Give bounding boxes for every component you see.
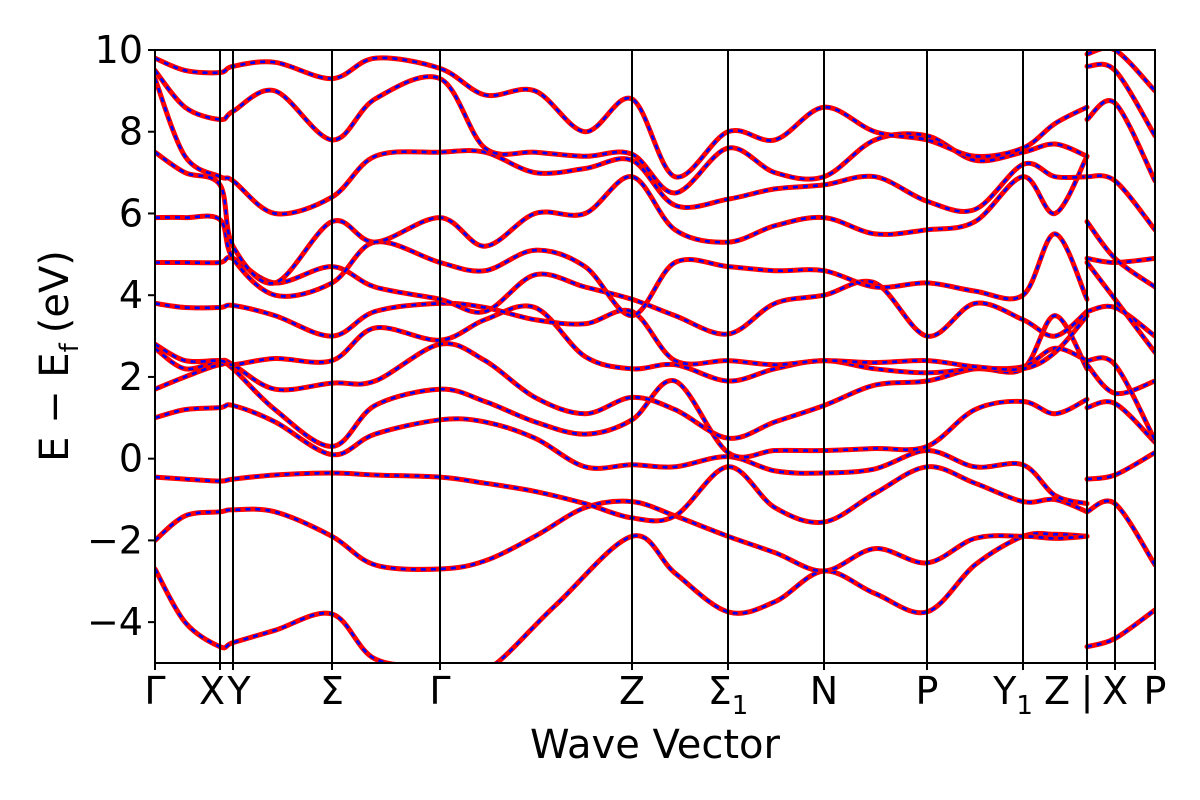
plot-frame [154, 49, 1156, 664]
band-27-line [1084, 50, 1155, 94]
band-6-dashed [155, 304, 1088, 383]
kpoint-label-13: P [1144, 669, 1167, 713]
band-25-dashed [1086, 99, 1155, 182]
y-tick-label: −4 [87, 600, 143, 644]
band-1-line [155, 498, 1090, 574]
y-tick-label: 4 [119, 273, 143, 317]
band-26-line [1084, 61, 1155, 139]
band-11-line [155, 76, 1090, 217]
y-tick-label: 6 [119, 191, 143, 235]
band-16-line [1084, 450, 1155, 482]
kpoint-label-11: | [1081, 669, 1094, 714]
band-13-dashed [155, 56, 1088, 179]
band-17-dashed [1086, 400, 1155, 444]
band-3-line [155, 402, 1090, 507]
band-9-dashed [155, 214, 1089, 317]
band-4-line [155, 360, 1090, 460]
band-6-line [155, 303, 1090, 384]
band-2-dashed [155, 465, 1088, 524]
y-tick-label: 2 [119, 355, 143, 399]
kpoint-label-4: Γ [429, 669, 450, 713]
band-8-dashed [155, 256, 1088, 338]
y-tick-label: −2 [87, 518, 143, 562]
band-24-line [1084, 173, 1155, 233]
kpoint-label-6: Σ1 [708, 669, 749, 721]
band-14-line [1084, 607, 1155, 650]
kpoint-lines [219, 50, 1116, 663]
y-tick-label: 0 [119, 437, 143, 481]
band-16-dashed [1086, 451, 1155, 481]
band-21-dashed [1085, 261, 1155, 354]
y-ticks: −4 −2 0 2 4 6 8 10 [87, 28, 155, 644]
band-0-dashed [155, 532, 1088, 663]
band-5-dashed [155, 314, 1089, 440]
bands-group [155, 50, 1155, 663]
band-27-dashed [1086, 50, 1155, 92]
kpoint-label-1: X [199, 669, 225, 713]
band-12-dashed [155, 69, 1088, 195]
kpoint-label-3: Σ [320, 669, 344, 713]
x-kpoint-labels: Γ X Y Σ Γ Z Σ1 N P Y1 Z | X P [144, 663, 1166, 721]
kpoint-label-12: X [1102, 669, 1128, 713]
band-10-dashed [155, 151, 1089, 285]
y-tick-label: 10 [95, 28, 143, 72]
kpoint-label-2: Y [226, 669, 251, 713]
x-axis-label: Wave Vector [530, 722, 781, 768]
band-1-dashed [155, 499, 1088, 573]
y-tick-label: 8 [119, 110, 143, 154]
kpoint-label-0: Γ [144, 669, 165, 713]
kpoint-label-10: Z [1044, 669, 1070, 713]
band-25-line [1084, 98, 1155, 184]
band-12-line [155, 67, 1090, 196]
band-3-dashed [155, 403, 1088, 505]
kpoint-label-9: Y1 [992, 669, 1033, 721]
kpoint-label-8: P [916, 669, 939, 713]
kpoint-label-5: Z [619, 669, 645, 713]
y-axis-label: E − Ef(eV) [32, 250, 85, 462]
kpoint-label-7: N [810, 669, 838, 713]
band-15-dashed [1086, 499, 1155, 566]
band-7-dashed [155, 301, 1088, 371]
band-23-dashed [1085, 220, 1155, 289]
